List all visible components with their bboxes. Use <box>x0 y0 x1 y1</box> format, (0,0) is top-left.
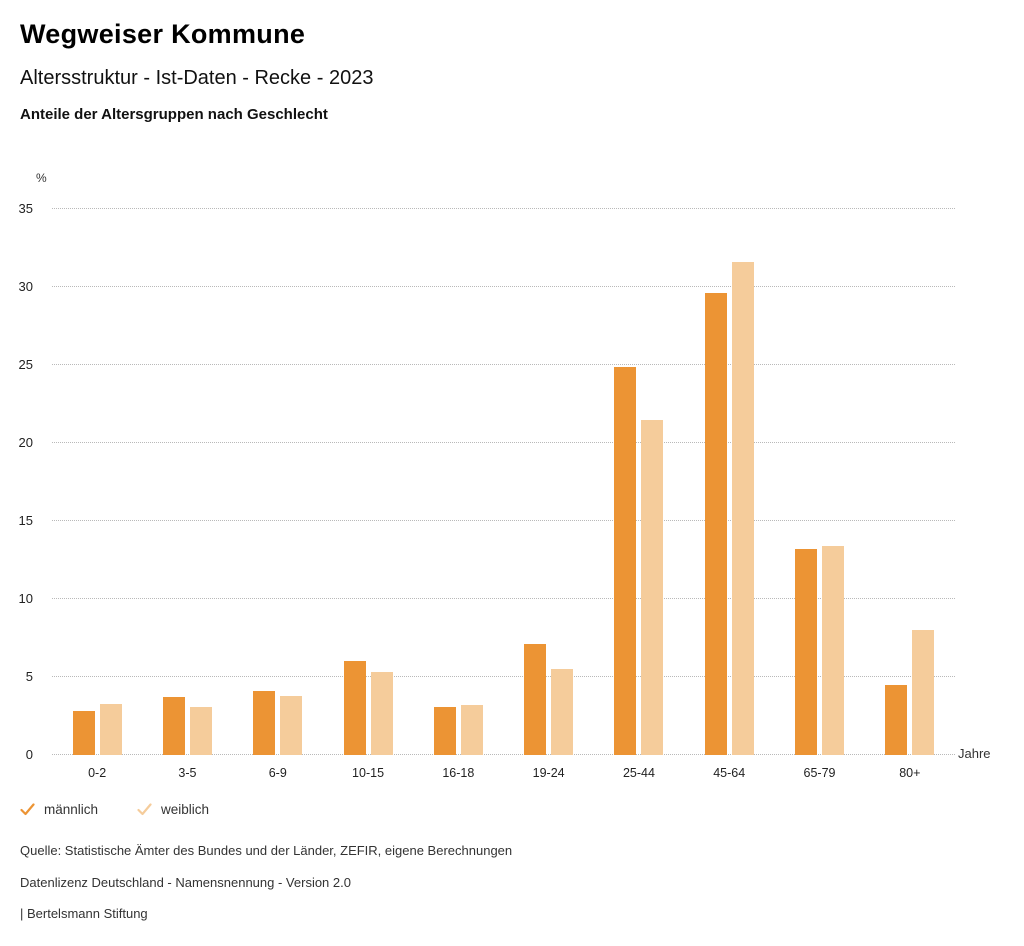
x-axis-label: Jahre <box>958 746 991 761</box>
bar-group-3-5: 3-5 <box>142 209 232 780</box>
bar-weiblich-19-24[interactable] <box>551 669 574 755</box>
bar-weiblich-25-44[interactable] <box>641 419 664 755</box>
bar-weiblich-10-15[interactable] <box>370 672 393 755</box>
bar-group-80+: 80+ <box>865 209 955 780</box>
bar-männlich-65-79[interactable] <box>795 549 818 755</box>
y-tick-label-15: 15 <box>18 513 33 529</box>
y-tick-label-5: 5 <box>25 669 33 685</box>
page-title: Wegweiser Kommune <box>20 19 306 49</box>
bar-group-19-24: 19-24 <box>503 209 593 780</box>
bar-männlich-45-64[interactable] <box>704 293 727 755</box>
x-tick-label-25-44: 25-44 <box>622 766 655 780</box>
bar-männlich-25-44[interactable] <box>614 366 637 755</box>
chart-subtitle: Altersstruktur - Ist-Daten - Recke - 202… <box>20 67 374 89</box>
bar-weiblich-16-18[interactable] <box>460 705 483 755</box>
bar-männlich-80+[interactable] <box>885 684 908 755</box>
gridline-0: 0 <box>26 747 955 762</box>
x-tick-label-3-5: 3-5 <box>178 766 197 780</box>
bar-groups: 0-2 3-5 6-9 10-15 16-18 19-24 25-44 45-64 65-79 8… <box>52 209 955 780</box>
chart-footer: Quelle: Statistische Ämter des Bundes un… <box>20 843 512 938</box>
legend-item-weiblich[interactable]: weiblich <box>137 802 209 817</box>
bar-männlich-0-2[interactable] <box>72 711 95 755</box>
bar-männlich-6-9[interactable] <box>253 691 276 755</box>
y-tick-label-25: 25 <box>18 357 33 373</box>
bar-group-6-9: 6-9 <box>233 209 323 780</box>
bar-männlich-3-5[interactable] <box>162 697 185 755</box>
bar-weiblich-45-64[interactable] <box>731 262 754 755</box>
gridline-20: 20 <box>19 435 955 450</box>
bar-group-0-2: 0-2 <box>52 209 142 780</box>
y-tick-label-0: 0 <box>25 747 33 763</box>
bar-weiblich-0-2[interactable] <box>99 703 122 755</box>
bar-group-10-15: 10-15 <box>323 209 413 780</box>
legend-label: männlich <box>44 802 99 817</box>
x-tick-label-19-24: 19-24 <box>532 766 565 780</box>
bar-group-25-44: 25-44 <box>594 209 684 780</box>
bar-weiblich-3-5[interactable] <box>189 706 212 755</box>
source-note: Quelle: Statistische Ämter des Bundes un… <box>20 843 513 858</box>
check-icon <box>20 803 35 816</box>
x-tick-label-0-2: 0-2 <box>88 766 107 780</box>
x-tick-label-45-64: 45-64 <box>713 766 746 780</box>
y-tick-label-10: 10 <box>18 591 33 607</box>
bar-group-16-18: 16-18 <box>413 209 503 780</box>
y-tick-label-20: 20 <box>18 435 33 451</box>
gridline-15: 15 <box>19 513 955 528</box>
plot-area: 0 5 10 15 20 25 30 35 0-2 3-5 6-9 10-15 16-18 19-24 25… <box>19 201 955 780</box>
chart-heading: Anteile der Altersgruppen nach Geschlech… <box>20 106 328 123</box>
bar-weiblich-65-79[interactable] <box>822 545 845 755</box>
gridline-10: 10 <box>19 591 955 606</box>
bar-group-65-79: 65-79 <box>774 209 864 780</box>
license-note: Datenlizenz Deutschland - Namensnennung … <box>20 874 351 890</box>
x-tick-label-6-9: 6-9 <box>268 766 287 780</box>
legend-item-männlich[interactable]: männlich <box>20 802 98 817</box>
gridline-35: 35 <box>19 201 955 216</box>
legend-label: weiblich <box>161 802 210 817</box>
bar-männlich-19-24[interactable] <box>524 644 547 755</box>
gridline-30: 30 <box>19 279 955 294</box>
bar-weiblich-80+[interactable] <box>912 630 935 755</box>
bar-group-45-64: 45-64 <box>684 209 774 780</box>
x-tick-label-10-15: 10-15 <box>352 766 385 780</box>
bar-männlich-16-18[interactable] <box>433 706 456 755</box>
gridline-25: 25 <box>19 357 955 372</box>
check-icon <box>137 803 152 816</box>
gridline-5: 5 <box>26 669 955 684</box>
x-tick-label-16-18: 16-18 <box>442 766 475 780</box>
x-tick-label-65-79: 65-79 <box>803 766 836 780</box>
bar-männlich-10-15[interactable] <box>343 661 366 755</box>
chart-legend: männlich weiblich <box>20 802 209 817</box>
attribution-note: | Bertelsmann Stiftung <box>20 906 148 921</box>
y-tick-label-30: 30 <box>18 279 33 295</box>
bar-weiblich-6-9[interactable] <box>280 695 303 755</box>
y-axis-unit-label: % <box>36 171 47 185</box>
x-tick-label-80+: 80+ <box>899 766 921 780</box>
y-tick-label-35: 35 <box>18 201 33 217</box>
